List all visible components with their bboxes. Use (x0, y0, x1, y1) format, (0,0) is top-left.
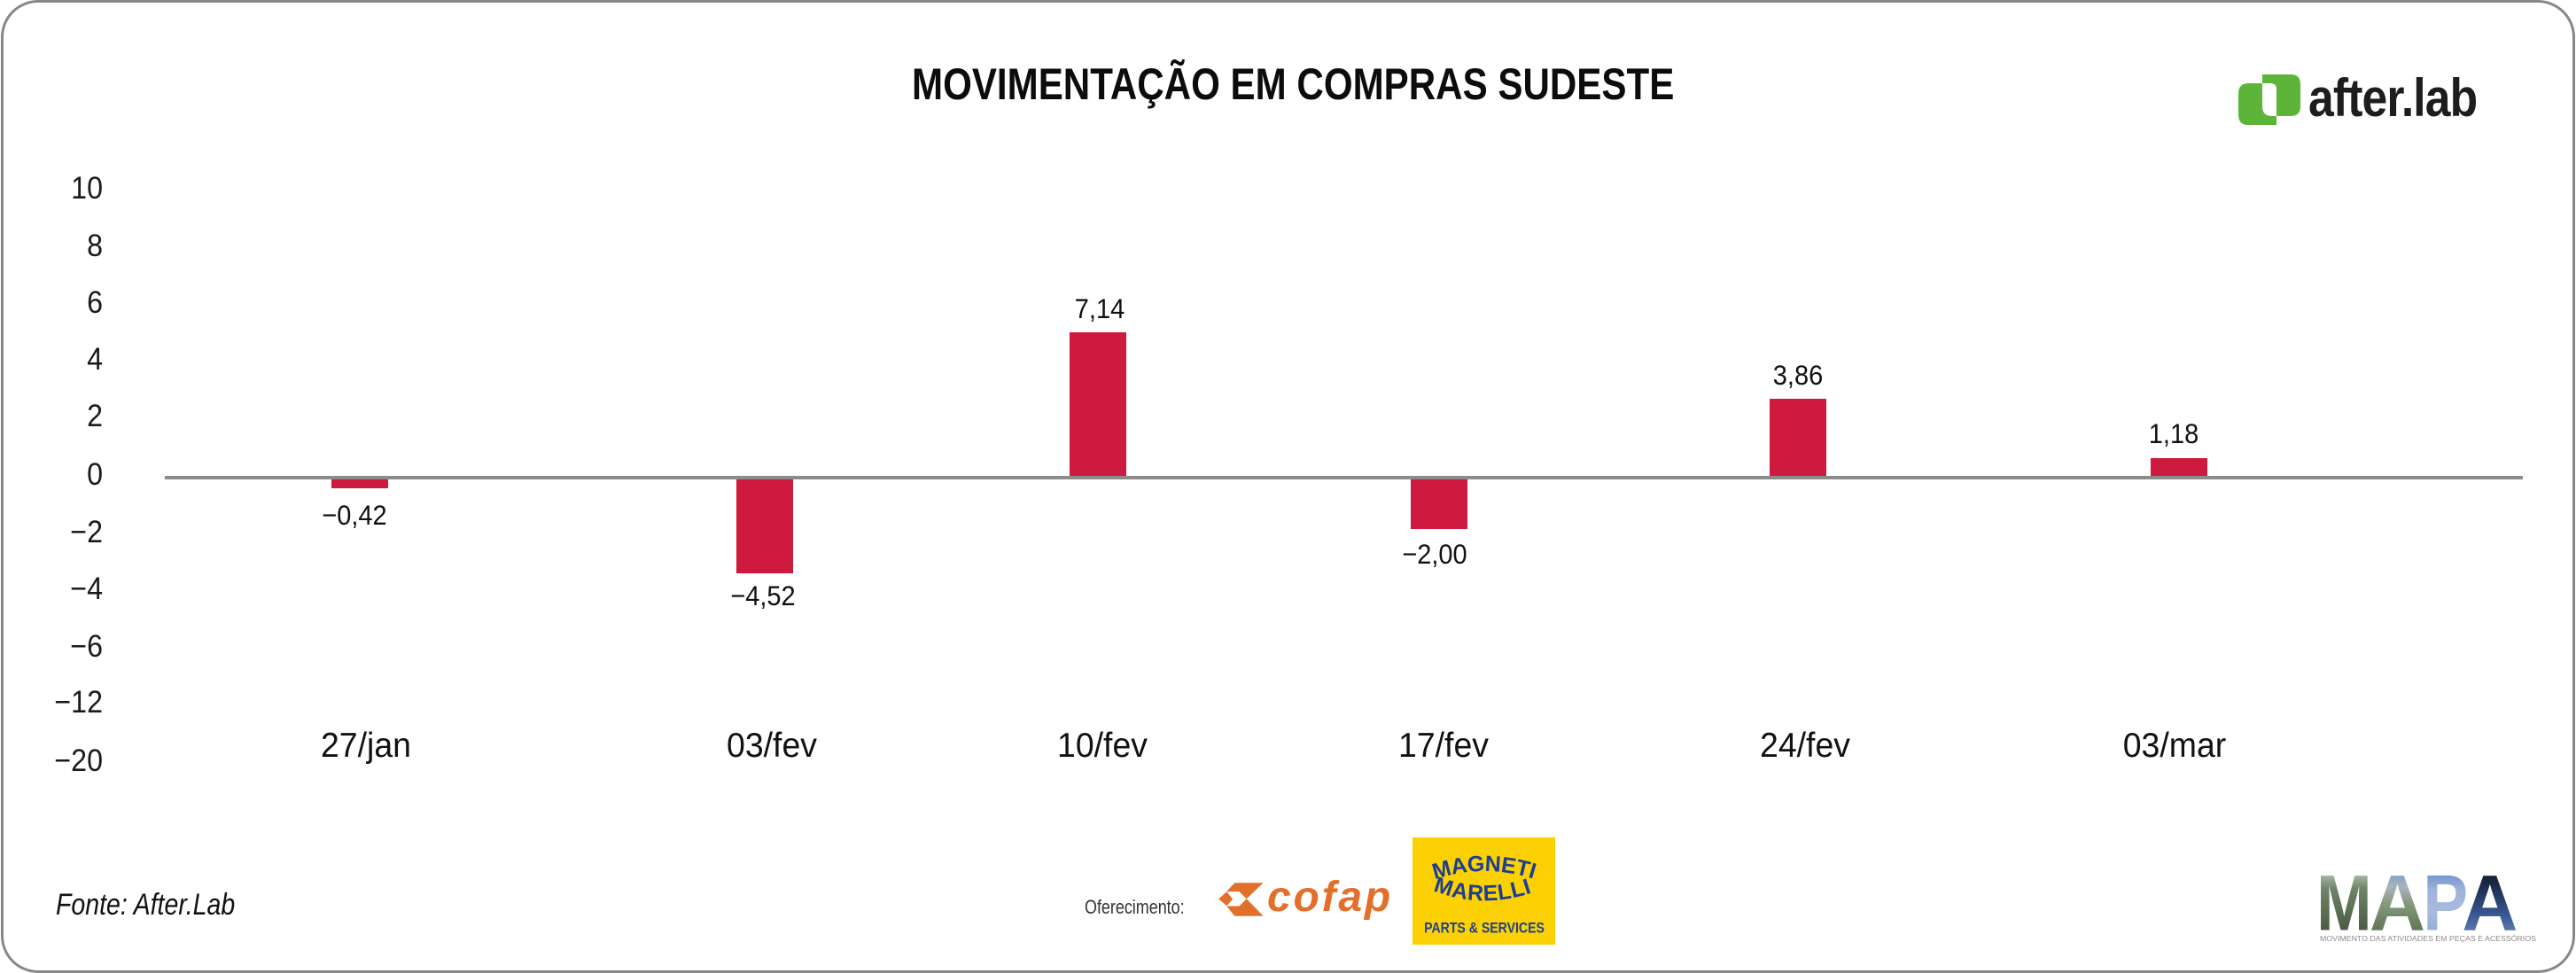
svg-text:P: P (2423, 864, 2468, 947)
svg-text:A: A (2462, 864, 2518, 947)
svg-text:A: A (2370, 864, 2425, 947)
svg-text:cofap: cofap (1267, 877, 1393, 921)
svg-text:PARTS & SERVICES: PARTS & SERVICES (1424, 920, 1545, 936)
svg-text:M: M (2316, 864, 2372, 947)
svg-text:MOVIMENTO DAS ATIVIDADES EM PE: MOVIMENTO DAS ATIVIDADES EM PEÇAS E ACES… (2320, 935, 2536, 943)
